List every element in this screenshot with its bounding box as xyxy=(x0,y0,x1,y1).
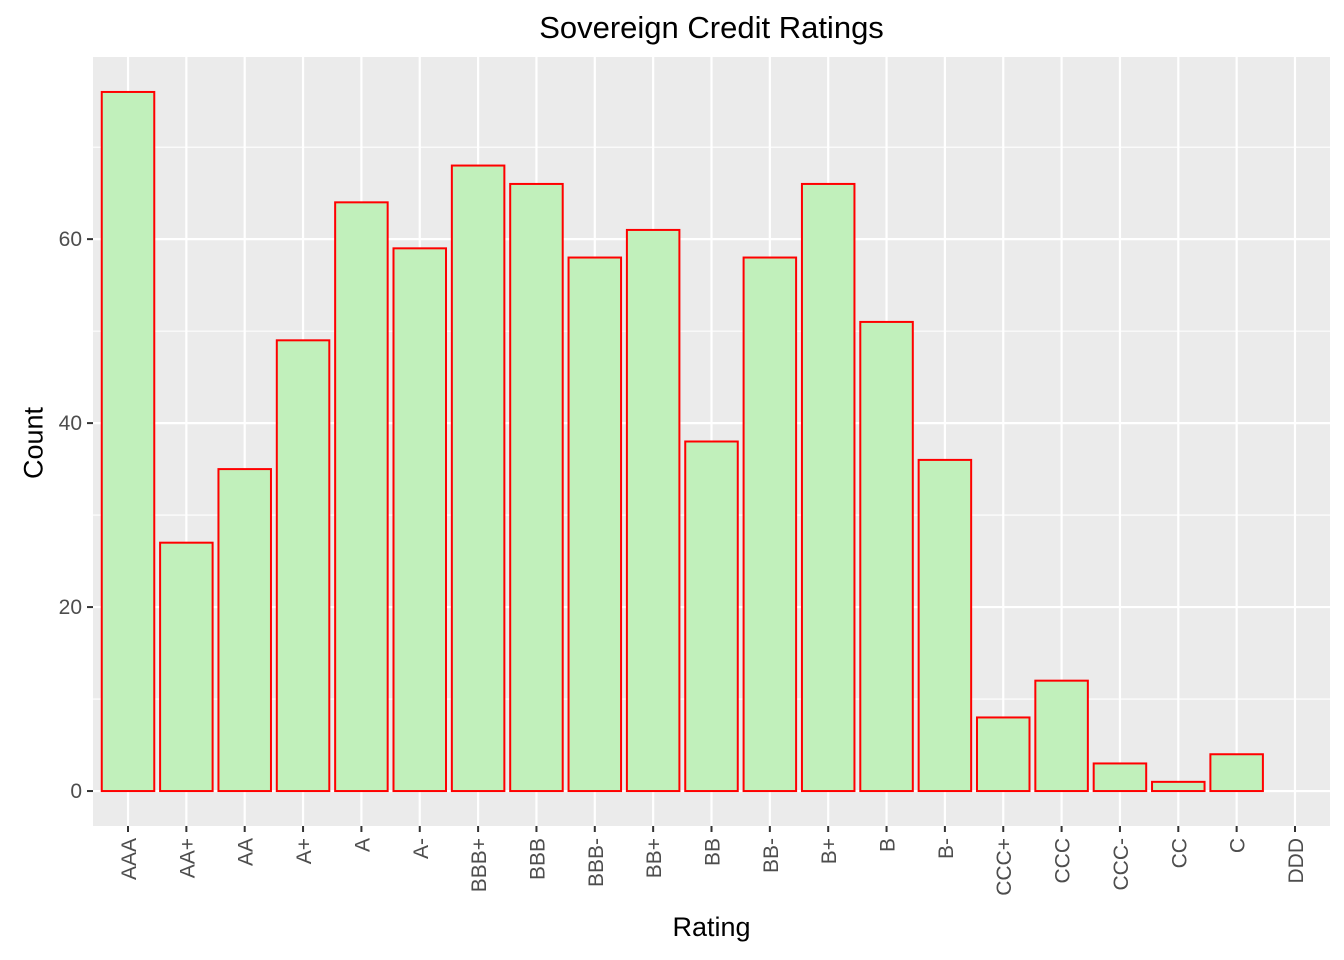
x-tick-label: B+ xyxy=(818,838,841,864)
x-tick-label: B xyxy=(877,838,900,852)
bar-CCC+ xyxy=(975,716,1031,793)
bar-C xyxy=(1209,753,1264,793)
bar-BBB+ xyxy=(450,164,506,793)
x-axis-ticks: AAA AA+ AA A+ A A- BBB+ BBB BBB- BB+ BB BB- B+ B B- CCC… xyxy=(118,826,1308,896)
bar-BB+ xyxy=(625,228,681,793)
bar-B+ xyxy=(800,182,856,793)
bar-CCC- xyxy=(1092,762,1148,793)
bar-AA+ xyxy=(159,541,214,793)
x-tick-label: CCC- xyxy=(1110,838,1133,891)
x-tick-label: AA+ xyxy=(176,838,199,878)
y-axis-ticks: 0 20 40 60 xyxy=(59,228,93,803)
x-tick-label: DDD xyxy=(1285,838,1308,884)
y-tick-label: 0 xyxy=(70,780,82,803)
bar-A- xyxy=(392,247,448,793)
x-tick-label: AAA xyxy=(118,838,141,880)
bar-A+ xyxy=(275,339,331,793)
y-tick-label: 40 xyxy=(59,412,82,435)
x-tick-label: BBB+ xyxy=(468,838,491,892)
bar-BB- xyxy=(742,256,798,793)
y-axis-title: Count xyxy=(18,406,49,480)
bar-CC xyxy=(1151,780,1206,793)
x-tick-label: BB xyxy=(702,838,725,866)
x-tick-label: BB- xyxy=(760,838,783,873)
bar-A xyxy=(334,201,389,793)
chart-title: Sovereign Credit Ratings xyxy=(539,10,884,45)
bar-AA xyxy=(217,468,272,793)
x-tick-label: B- xyxy=(935,838,958,859)
x-tick-label: CC xyxy=(1168,838,1191,868)
bar-BB xyxy=(684,440,739,793)
x-tick-label: AA xyxy=(235,838,258,866)
bar-BBB xyxy=(509,182,564,793)
bar-BBB- xyxy=(567,256,623,793)
bar-AAA xyxy=(100,90,156,793)
x-tick-label: A- xyxy=(410,838,433,859)
x-tick-label: BBB- xyxy=(585,838,608,887)
bar-B xyxy=(859,320,914,793)
bar-CCC xyxy=(1034,679,1089,793)
bar-B- xyxy=(917,458,973,793)
x-tick-label: BB+ xyxy=(643,838,666,878)
y-tick-label: 20 xyxy=(59,596,82,619)
x-tick-label: BBB xyxy=(526,838,549,880)
bars xyxy=(100,90,1264,793)
x-axis-title: Rating xyxy=(672,912,751,942)
x-tick-label: CCC xyxy=(1052,838,1075,884)
y-tick-label: 60 xyxy=(59,228,82,251)
x-tick-label: CCC+ xyxy=(993,838,1016,896)
x-tick-label: A+ xyxy=(293,838,316,864)
x-tick-label: A xyxy=(351,838,374,852)
x-tick-label: C xyxy=(1227,838,1250,853)
